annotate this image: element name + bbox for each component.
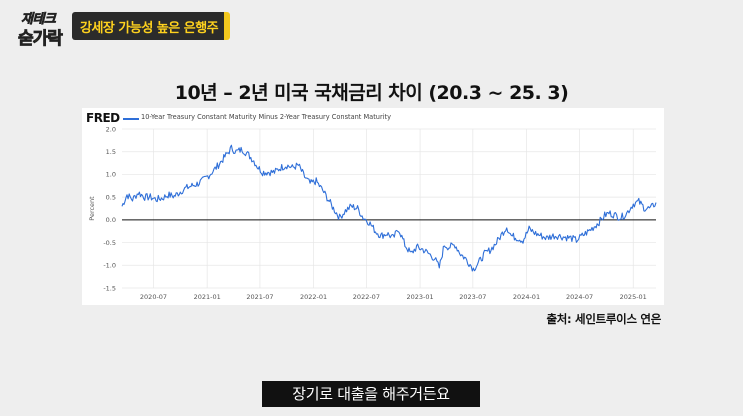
y-axis-label: Percent — [88, 196, 96, 221]
x-tick-label: 2021-01 — [194, 293, 221, 301]
topic-banner: 강세장 가능성 높은 은행주 — [72, 12, 230, 40]
x-tick-label: 2023-01 — [406, 293, 433, 301]
logo-line2: 숟가락 — [18, 29, 64, 50]
legend-swatch — [123, 118, 139, 120]
x-tick-label: 2025-01 — [620, 293, 647, 301]
x-tick-label: 2024-01 — [513, 293, 540, 301]
y-tick-label: -0.5 — [103, 239, 116, 247]
y-tick-label: 1.0 — [106, 171, 116, 179]
x-tick-label: 2020-07 — [140, 293, 167, 301]
y-tick-label: -1.0 — [103, 262, 116, 270]
x-tick-label: 2021-07 — [246, 293, 273, 301]
logo-line1: 재테크 — [21, 12, 57, 28]
slide-heading: 10년 – 2년 미국 국채금리 차이 (20.3 ~ 25. 3) — [174, 82, 569, 104]
source-credit: 출처: 세인트루이스 연은 — [546, 312, 661, 326]
y-tick-label: -1.5 — [103, 284, 116, 292]
y-tick-label: 0.0 — [106, 216, 116, 224]
x-tick-label: 2022-07 — [353, 293, 380, 301]
fred-chart: 2.0 1.5 1.0 0.5 0.0 -0.5 -1.0 -1.5 2020-07 2021-0… — [88, 125, 657, 301]
fred-logo: FRED — [86, 111, 120, 125]
series-line — [121, 144, 657, 272]
video-subtitle: 장기로 대출을 해주거든요 — [262, 381, 480, 407]
channel-logo: 재테크 숟가락 — [18, 8, 76, 50]
chart-panel: 2.0 1.5 1.0 0.5 0.0 -0.5 -1.0 -1.5 2020-07 2021-0… — [82, 108, 664, 305]
y-tick-label: 0.5 — [106, 193, 116, 201]
legend-label: 10-Year Treasury Constant Maturity Minus… — [141, 113, 392, 121]
y-tick-label: 1.5 — [106, 148, 116, 156]
x-tick-label: 2023-07 — [459, 293, 486, 301]
topic-banner-text: 강세장 가능성 높은 은행주 — [80, 21, 219, 36]
y-tick-label: 2.0 — [106, 125, 116, 133]
x-tick-label: 2022-01 — [300, 293, 327, 301]
x-tick-label: 2024-07 — [566, 293, 593, 301]
